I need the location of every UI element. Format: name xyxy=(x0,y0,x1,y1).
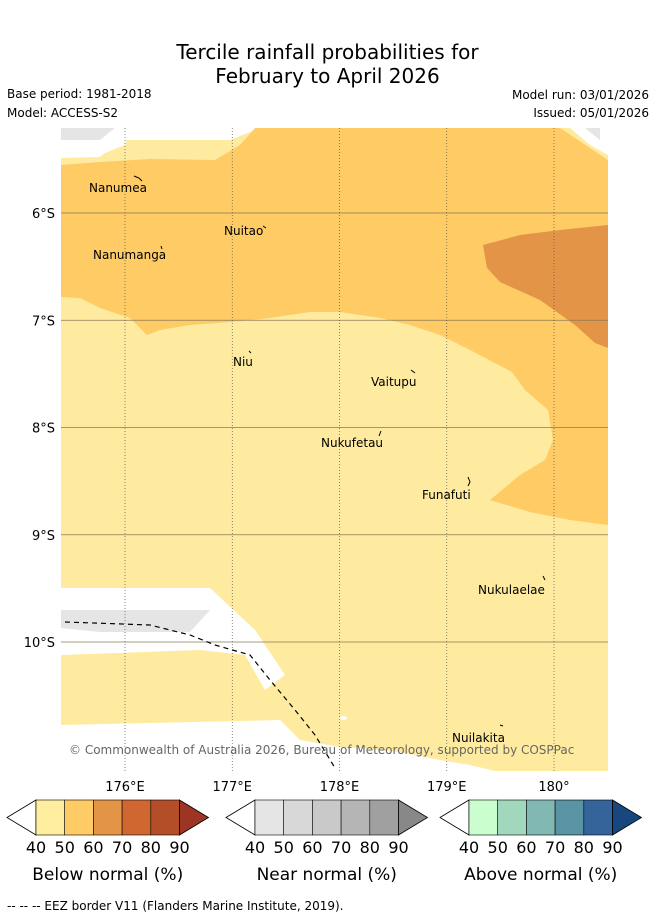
place-label-nuilakita: Nuilakita xyxy=(452,731,505,745)
lon-label: 177°E xyxy=(212,780,252,795)
map-title: Tercile rainfall probabilities for Febru… xyxy=(0,40,655,88)
place-label-nanumanga: Nanumanga xyxy=(93,248,166,262)
lon-label: 179°E xyxy=(427,780,467,795)
colorbar-tick-label: 50 xyxy=(488,838,508,857)
map-panel: Nanumea Nuitao Nanumanga Niu Vaitupu Nuk… xyxy=(61,128,608,771)
lat-label: 6°S xyxy=(32,207,55,222)
colorbar-segment xyxy=(35,799,66,836)
base-period: Base period: 1981-2018 xyxy=(7,87,152,101)
colorbar-tick-label: 80 xyxy=(141,838,161,857)
colorbar-segment xyxy=(526,799,556,836)
island-nuitao-shape xyxy=(262,225,267,229)
colorbar-segment xyxy=(369,799,399,836)
colorbar-high-extension xyxy=(398,799,429,836)
longitude-labels: 176°E 177°E 178°E 179°E 180° xyxy=(105,780,569,795)
islands xyxy=(133,175,546,727)
colorbar-segment xyxy=(121,799,152,836)
colorbar-segment xyxy=(93,799,123,836)
island-nanumanga-shape xyxy=(160,245,163,250)
colorbar-tick-label: 70 xyxy=(112,838,132,857)
title-line-1: Tercile rainfall probabilities for xyxy=(176,40,479,64)
colorbar-segment xyxy=(312,799,342,836)
region-top-right-grey xyxy=(585,128,600,140)
colorbar-segment xyxy=(283,799,313,836)
eez-footer-note: -- -- -- EEZ border V11 (Flanders Marine… xyxy=(7,899,344,913)
lat-label: 8°S xyxy=(32,422,55,437)
lat-label: 9°S xyxy=(32,529,55,544)
colorbar-segment xyxy=(150,799,180,836)
island-nuilakita-shape xyxy=(499,724,504,727)
colorbar-tick-label: 40 xyxy=(245,838,265,857)
island-vaitupu-shape xyxy=(410,369,416,374)
colorbar-segment xyxy=(497,799,527,836)
colorbar-low-extension xyxy=(439,799,470,836)
region-near-40-50 xyxy=(61,610,210,632)
colorbar-segment xyxy=(340,799,371,836)
colorbar-tick-label: 90 xyxy=(388,838,408,857)
colorbar-low-extension xyxy=(225,799,256,836)
colorbar-segment xyxy=(64,799,94,836)
place-label-nuitao: Nuitao xyxy=(224,224,263,238)
colorbar-title: Below normal (%) xyxy=(32,865,183,885)
colorbar-tick-label: 70 xyxy=(545,838,565,857)
colorbar-tick-label: 50 xyxy=(274,838,294,857)
gridlines xyxy=(61,128,608,771)
lat-label: 10°S xyxy=(24,636,55,651)
colorbar-1: 40 50 60 70 80 90 Near normal (%) xyxy=(225,799,429,885)
lon-label: 180° xyxy=(538,780,569,795)
colorbar-title: Near normal (%) xyxy=(257,865,397,885)
place-label-niu: Niu xyxy=(233,355,253,369)
colorbar-tick-label: 60 xyxy=(302,838,322,857)
eez-border xyxy=(64,621,336,769)
place-label-nukufetau: Nukufetau xyxy=(321,436,383,450)
colorbar-tick-label: 80 xyxy=(574,838,594,857)
island-nukufetau-shape xyxy=(378,430,382,437)
model-name: Model: ACCESS-S2 xyxy=(7,106,119,120)
colorbar-title: Above normal (%) xyxy=(464,865,617,885)
region-below-60-70 xyxy=(483,225,608,348)
small-white-patch xyxy=(339,716,347,720)
region-top-grey xyxy=(61,128,115,140)
colorbars: 40 50 60 70 80 90 Below normal (%) 40 50 60 70 80 90… xyxy=(6,799,643,885)
title-line-2: February to April 2026 xyxy=(215,64,440,88)
colorbar-2: 40 50 60 70 80 90 Above normal (%) xyxy=(439,799,643,885)
island-nukulaelae-shape xyxy=(542,575,546,581)
colorbar-tick-label: 40 xyxy=(459,838,479,857)
place-label-funafuti: Funafuti xyxy=(422,488,471,502)
region-below-50-60 xyxy=(61,128,608,525)
lat-label: 7°S xyxy=(32,314,55,329)
place-label-nanumea: Nanumea xyxy=(89,181,147,195)
colorbar-segment xyxy=(554,799,585,836)
colorbar-tick-label: 80 xyxy=(360,838,380,857)
colorbar-high-extension xyxy=(179,799,210,836)
island-niu-shape xyxy=(248,350,252,354)
issued-date: Issued: 05/01/2026 xyxy=(533,106,649,120)
lon-label: 176°E xyxy=(105,780,145,795)
colorbar-segment xyxy=(583,799,613,836)
colorbar-tick-label: 70 xyxy=(331,838,351,857)
colorbar-tick-label: 60 xyxy=(516,838,536,857)
place-label-vaitupu: Vaitupu xyxy=(371,375,417,389)
colorbar-tick-label: 90 xyxy=(169,838,189,857)
colorbar-tick-label: 40 xyxy=(26,838,46,857)
lon-label: 178°E xyxy=(320,780,360,795)
latitude-labels: 6°S 7°S 8°S 9°S 10°S xyxy=(24,207,55,651)
island-funafuti-shape xyxy=(467,476,471,487)
model-run: Model run: 03/01/2026 xyxy=(511,88,649,102)
colorbar-segment xyxy=(254,799,285,836)
colorbar-high-extension xyxy=(612,799,643,836)
colorbar-tick-label: 90 xyxy=(602,838,622,857)
place-label-nukulaelae: Nukulaelae xyxy=(478,583,545,597)
colorbar-0: 40 50 60 70 80 90 Below normal (%) xyxy=(6,799,210,885)
colorbar-tick-label: 50 xyxy=(55,838,75,857)
colorbar-segment xyxy=(468,799,499,836)
colorbar-tick-label: 60 xyxy=(83,838,103,857)
copyright-notice: © Commonwealth of Australia 2026, Bureau… xyxy=(69,743,574,757)
island-nanumea-shape xyxy=(133,175,143,182)
colorbar-low-extension xyxy=(6,799,37,836)
